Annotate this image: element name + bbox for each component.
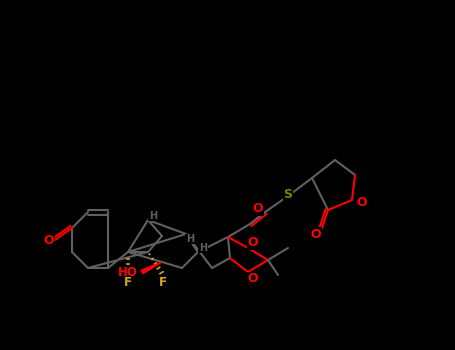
Text: H: H xyxy=(199,243,207,253)
Text: S: S xyxy=(283,188,293,201)
Text: O: O xyxy=(44,233,54,246)
Text: O: O xyxy=(357,196,367,210)
Text: F: F xyxy=(159,276,167,289)
Text: HO: HO xyxy=(118,266,138,279)
Text: O: O xyxy=(248,273,258,286)
Text: O: O xyxy=(311,228,321,240)
Text: O: O xyxy=(248,237,258,250)
Text: O: O xyxy=(253,203,263,216)
Text: H: H xyxy=(186,234,194,244)
Polygon shape xyxy=(141,262,162,274)
Text: F: F xyxy=(124,276,132,289)
Text: H: H xyxy=(149,211,157,221)
